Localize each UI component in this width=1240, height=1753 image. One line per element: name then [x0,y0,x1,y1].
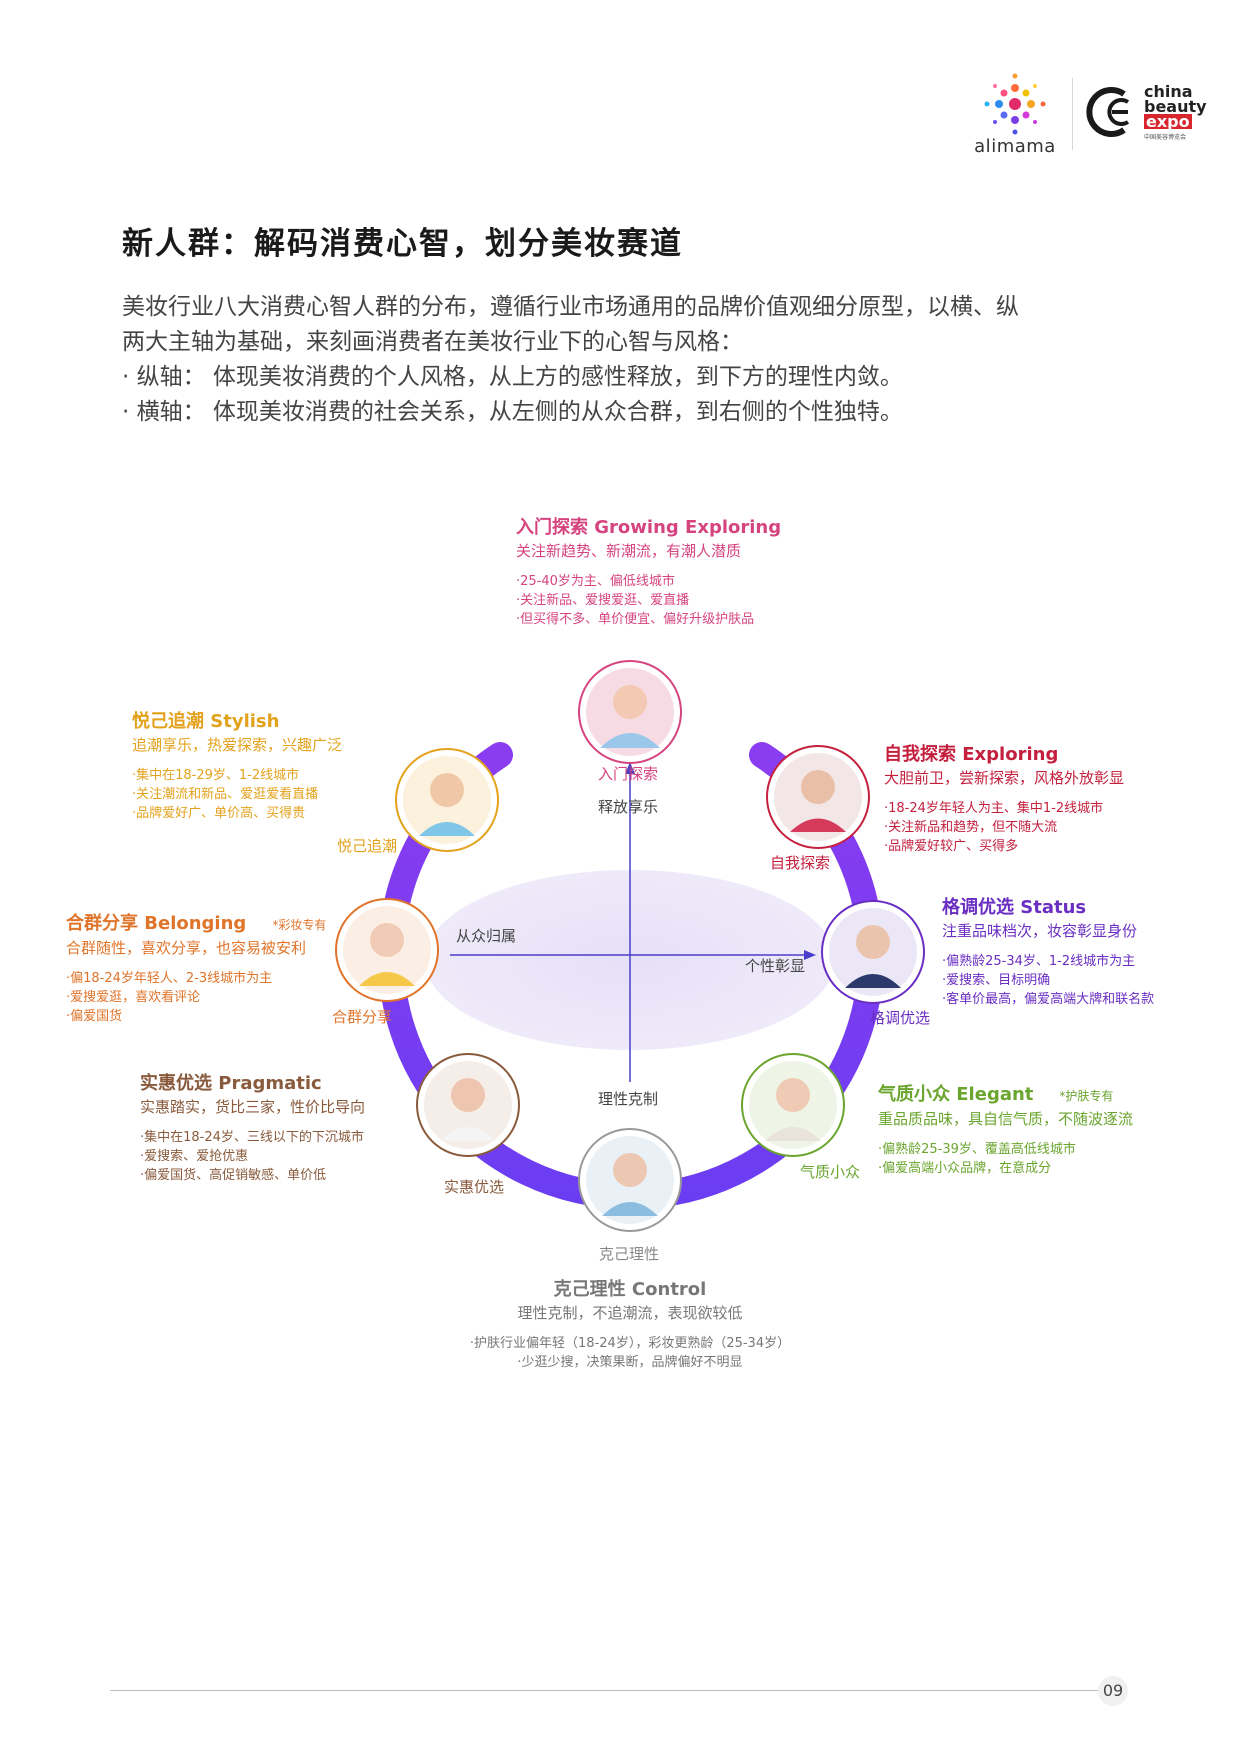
segment-control: 克己理性 Control 理性克制，不追潮流，表现欲较低 ·护肤行业偏年轻（18… [450,1278,810,1372]
segment-bullet: ·品牌爱好较广、买得多 [884,839,1019,854]
segment-exploring: 自我探索 Exploring 大胆前卫，尝新探索，风格外放彰显 ·18-24岁年… [884,743,1124,856]
cbe-word-beauty: beauty [1144,97,1207,116]
segment-desc: 关注新趋势、新潮流，有潮人潜质 [516,542,742,560]
segment-bullet: ·爱搜索、爱抢优惠 [140,1149,249,1164]
segment-bullet: ·客单价最高，偏爱高端大牌和联名款 [942,992,1155,1007]
avatar-status [821,900,925,1004]
axis-label-bottom: 理性克制 [598,1090,659,1108]
segment-bullet: ·偏熟龄25-39岁、覆盖高低线城市 [878,1142,1076,1157]
ring-label-belonging: 合群分享 [332,1008,393,1026]
segment-desc: 大胆前卫，尝新探索，风格外放彰显 [884,769,1125,787]
footer-divider [110,1690,1110,1691]
axis-label-top: 释放享乐 [598,798,659,816]
page-number: 09 [1098,1676,1128,1706]
cbe-word-china: china [1144,82,1193,101]
segment-bullet: ·爱搜爱逛，喜欢看评论 [66,990,201,1005]
avatar-exploring [766,745,870,849]
ring-label-pragmatic: 实惠优选 [444,1178,505,1196]
segment-growing: 入门探索 Growing Exploring 关注新趋势、新潮流，有潮人潜质 ·… [516,516,781,629]
segment-heading: 格调优选 Status [942,897,1087,918]
china-beauty-expo-logo: china beauty expo 中国美容博览会 [1082,82,1222,144]
segment-belonging: 合群分享 Belonging *彩妆专有 合群随性，喜欢分享，也容易被安利 ·偏1… [66,912,326,1026]
segment-bullet: ·爱搜索、目标明确 [942,973,1051,988]
segment-bullet: ·护肤行业偏年轻（18-24岁），彩妆更熟龄（25-34岁） [469,1336,791,1351]
ring-label-stylish: 悦己追潮 [337,837,398,855]
segment-bullet: ·25-40岁为主、偏低线城市 [516,574,675,589]
segment-desc: 理性克制，不追潮流，表现欲较低 [517,1304,743,1322]
segment-heading: 自我探索 Exploring [884,744,1059,765]
axis-label-left: 从众归属 [456,927,517,945]
ring-label-growing: 入门探索 [598,765,659,783]
segment-heading: 克己理性 Control [553,1279,707,1300]
segment-elegant: 气质小众 Elegant *护肤专有 重品质品味，具自信气质，不随波逐流 ·偏熟龄… [878,1083,1133,1178]
segment-pragmatic: 实惠优选 Pragmatic 实惠踏实，货比三家，性价比导向 ·集中在18-24… [140,1072,365,1185]
segment-bullet: ·集中在18-24岁、三线以下的下沉城市 [140,1130,364,1145]
alimama-wordmark: alimama [974,136,1056,157]
segment-heading: 实惠优选 Pragmatic [140,1073,322,1094]
segment-heading: 悦己追潮 Stylish [132,711,280,732]
segment-bullet: ·偏熟龄25-34岁、1-2线城市为主 [942,954,1136,969]
page-title: 新人群：解码消费心智，划分美妆赛道 [122,226,683,262]
cbe-subtitle: 中国美容博览会 [1144,134,1187,141]
alimama-logo: alimama [965,72,1065,162]
segment-desc: 实惠踏实，货比三家，性价比导向 [140,1098,366,1116]
segment-bullet: ·偏爱高端小众品牌，在意成分 [878,1161,1052,1176]
segment-heading-text: 气质小众 Elegant [878,1084,1034,1105]
ring-label-control: 克己理性 [599,1245,660,1263]
segment-desc: 重品质品味，具自信气质，不随波逐流 [878,1110,1134,1128]
cbe-word-expo: expo [1144,112,1192,131]
intro-line: · 横轴： 体现美妆消费的社会关系，从左侧的从众合群，到右侧的个性独特。 [122,399,903,425]
segment-bullet: ·偏爱国货、高促销敏感、单价低 [140,1168,327,1183]
intro-line: 两大主轴为基础，来刻画消费者在美妆行业下的心智与风格： [122,329,743,355]
segment-bullet: ·少逛少搜，决策果断，品牌偏好不明显 [517,1355,743,1370]
avatar-belonging [335,898,439,1002]
segment-desc: 追潮享乐，热爱探索，兴趣广泛 [132,736,343,754]
intro-text: 美妆行业八大消费心智人群的分布，遵循行业市场通用的品牌价值观细分原型，以横、纵 … [122,290,1132,430]
horizontal-axis-arrow [804,950,816,960]
segment-bullet: ·集中在18-29岁、1-2线城市 [132,768,300,783]
segment-bullet: ·偏爱国货 [66,1009,123,1024]
vertical-axis-arrow [625,762,635,774]
avatar-pragmatic [416,1053,520,1157]
avatar-control [578,1128,682,1232]
segment-heading: 气质小众 Elegant *护肤专有 [878,1083,1133,1108]
segment-note: *彩妆专有 [272,918,327,932]
cbe-emblem [1086,87,1130,137]
segment-bullet: ·关注新品、爱搜爱逛、爱直播 [516,593,690,608]
segment-desc: 合群随性，喜欢分享，也容易被安利 [66,939,307,957]
segment-bullet: ·18-24岁年轻人为主、集中1-2线城市 [884,801,1104,816]
segment-bullet: ·关注新品和趋势，但不随大流 [884,820,1058,835]
logo-divider [1072,78,1073,150]
axis-label-right: 个性彰显 [745,957,806,975]
segment-bullet: ·品牌爱好广、单价高、买得贵 [132,806,306,821]
avatar-elegant [741,1053,845,1157]
avatar-stylish [395,748,499,852]
segment-bullet: ·关注潮流和新品、爱逛爱看直播 [132,787,319,802]
segment-heading-text: 合群分享 Belonging [66,913,247,934]
ring-label-elegant: 气质小众 [800,1163,861,1181]
ring-label-exploring: 自我探索 [770,854,831,872]
segment-note: *护肤专有 [1059,1089,1114,1103]
segment-desc: 注重品味档次，妆容彰显身份 [942,922,1138,940]
intro-line: · 纵轴： 体现美妆消费的个人风格，从上方的感性释放，到下方的理性内敛。 [122,364,903,390]
segment-heading: 入门探索 Growing Exploring [516,517,782,538]
segment-status: 格调优选 Status 注重品味档次，妆容彰显身份 ·偏熟龄25-34岁、1-2… [942,896,1154,1009]
ring-label-status: 格调优选 [870,1009,931,1027]
segment-bullet: ·偏18-24岁年轻人、2-3线城市为主 [66,971,273,986]
intro-line: 美妆行业八大消费心智人群的分布，遵循行业市场通用的品牌价值观细分原型，以横、纵 [122,294,1019,320]
segment-stylish: 悦己追潮 Stylish 追潮享乐，热爱探索，兴趣广泛 ·集中在18-29岁、1… [132,710,342,823]
avatar-growing [578,660,682,764]
segment-heading: 合群分享 Belonging *彩妆专有 [66,912,326,937]
segment-bullet: ·但买得不多、单价便宜、偏好升级护肤品 [516,612,755,627]
alimama-logo-mark [984,73,1046,135]
